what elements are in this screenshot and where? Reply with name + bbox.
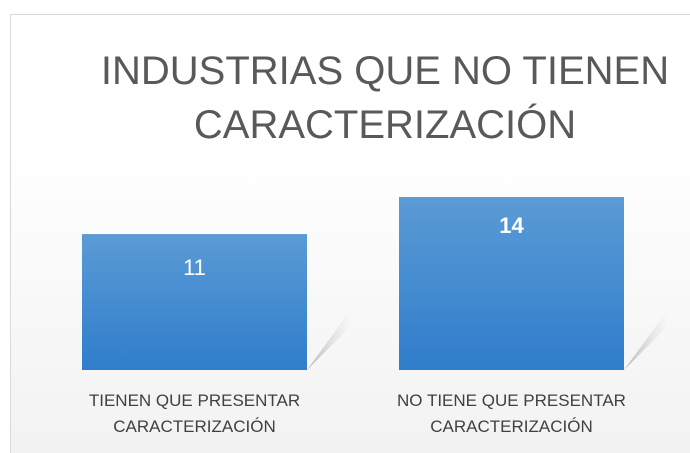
bar (399, 197, 624, 370)
data-label: 14 (499, 213, 524, 238)
bar-shadow (307, 315, 352, 370)
x-tick-label: TIENEN QUE PRESENTAR CARACTERIZACIÓN (88, 391, 301, 436)
x-tick-label: NO TIENE QUE PRESENTAR CARACTERIZACIÓN (397, 391, 626, 436)
bar-shadow (624, 315, 669, 370)
bar (82, 234, 307, 370)
data-label: 11 (183, 255, 206, 280)
chart-title: INDUSTRIAS QUE NO TIENEN CARACTERIZACIÓN (100, 49, 670, 147)
